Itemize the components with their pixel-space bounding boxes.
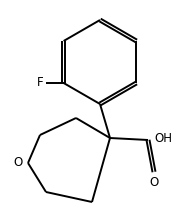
- Text: O: O: [14, 156, 23, 170]
- Text: O: O: [149, 176, 159, 189]
- Text: F: F: [37, 77, 44, 89]
- Text: OH: OH: [154, 131, 172, 145]
